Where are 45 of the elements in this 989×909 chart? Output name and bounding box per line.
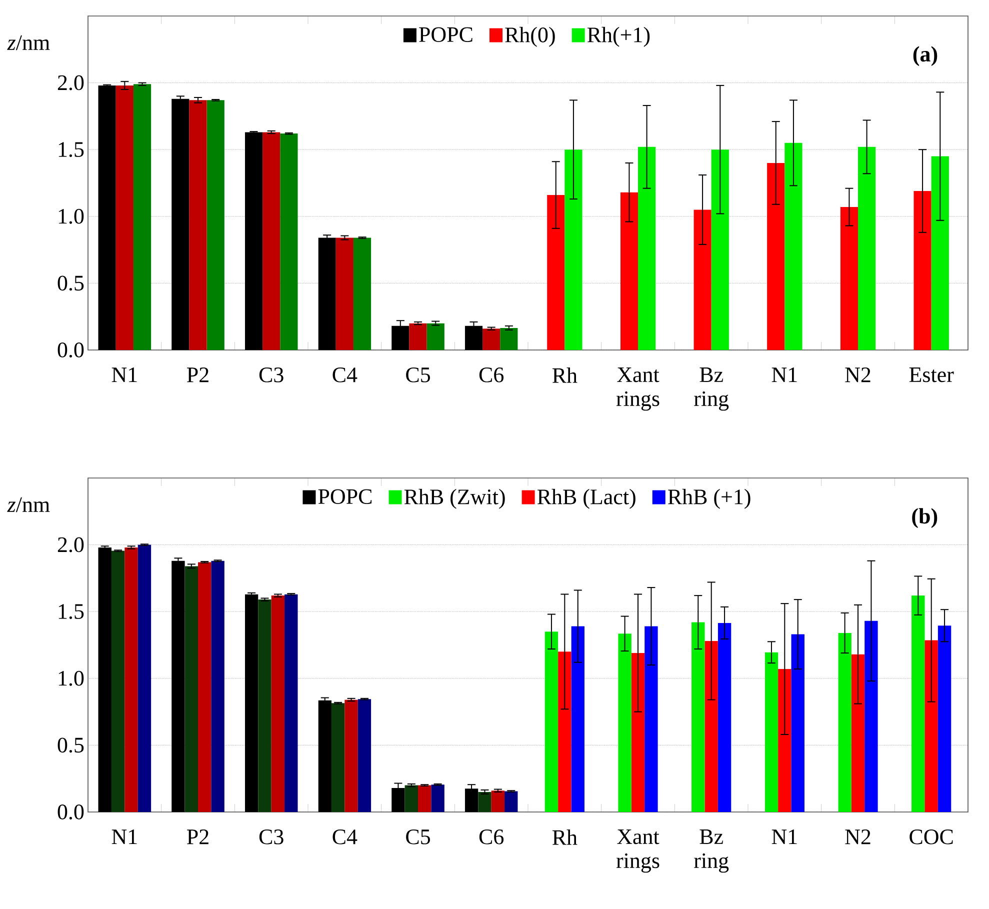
x-tick-label: Bz ring (694, 368, 729, 411)
x-tick-label: C5 (406, 368, 430, 382)
annotation: (a) (913, 46, 938, 66)
legend-label: Rh(0) (505, 26, 555, 47)
x-tick-label: COC (910, 830, 953, 844)
x-tick-label: C4 (332, 368, 358, 382)
y-tick-label: 0.5 (58, 276, 84, 291)
x-tick-label: Xant rings (616, 830, 660, 873)
legend-label: POPC (419, 27, 472, 42)
legend-label: RhB (+1) (668, 488, 750, 509)
y-tick-label: 2.0 (58, 537, 84, 552)
annotation: (b) (912, 508, 938, 528)
y-axis-title: z/nm (7, 497, 50, 512)
x-tick-label: N1 (112, 368, 137, 382)
x-tick-label: N1 (772, 368, 797, 382)
y-tick-label: 0.5 (58, 738, 84, 753)
x-tick-label: C5 (406, 830, 430, 844)
x-tick-label: Rh (552, 830, 578, 845)
y-tick-label: 1.5 (58, 142, 84, 158)
legend-label: RhB (Lact) (537, 488, 636, 509)
y-tick-label: 1.5 (58, 604, 84, 620)
x-tick-label: Bz ring (694, 830, 729, 873)
x-tick-label: C4 (332, 830, 358, 844)
x-tick-label: C6 (479, 830, 504, 844)
x-tick-label: C3 (259, 368, 284, 382)
x-tick-label: C6 (479, 368, 504, 382)
y-tick-label: 0.0 (58, 342, 84, 358)
x-tick-label: Ester (909, 368, 954, 382)
x-tick-label: N1 (112, 830, 137, 844)
y-tick-label: 1.0 (58, 208, 84, 224)
y-tick-label: 2.0 (58, 75, 84, 90)
x-tick-label: P2 (187, 830, 208, 844)
x-tick-label: N2 (845, 368, 870, 382)
x-tick-label: N2 (845, 830, 870, 844)
legend-label: RhB (Zwit) (404, 488, 505, 509)
x-tick-label: N1 (772, 830, 797, 844)
y-axis-title: z/nm (7, 35, 50, 50)
legend-label: Rh(+1) (587, 26, 650, 47)
x-tick-label: C3 (259, 830, 284, 844)
x-tick-label: P2 (187, 368, 208, 382)
y-tick-label: 0.0 (58, 804, 84, 820)
x-tick-label: Xant rings (616, 368, 660, 411)
y-tick-label: 1.0 (58, 670, 84, 686)
x-tick-label: Rh (552, 368, 578, 383)
legend-label: POPC (318, 489, 372, 504)
